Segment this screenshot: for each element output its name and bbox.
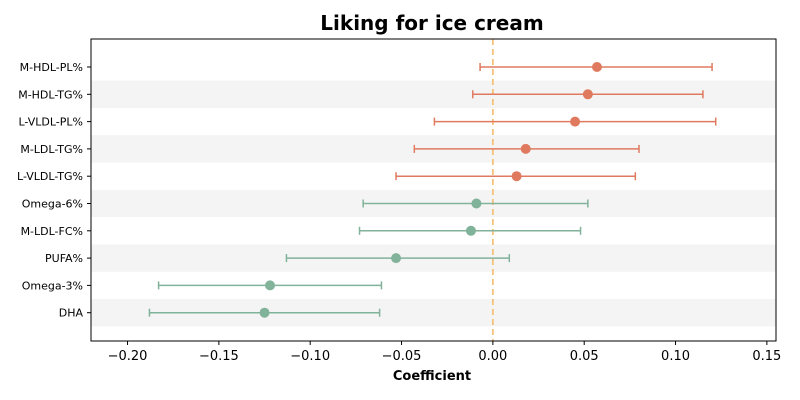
estimate-point xyxy=(465,225,476,236)
x-tick-label: 0.15 xyxy=(752,349,781,364)
x-tick-label: −0.10 xyxy=(290,349,330,364)
estimate-point xyxy=(582,89,593,100)
y-tick-label: L-VLDL-PL% xyxy=(18,116,83,129)
x-tick-label: −0.05 xyxy=(382,349,422,364)
x-tick-label: 0.05 xyxy=(570,349,599,364)
estimate-point xyxy=(471,198,482,209)
y-tick-label: M-HDL-TG% xyxy=(18,88,83,101)
plot-frame xyxy=(90,38,777,342)
estimate-point xyxy=(391,253,402,264)
x-tick-label: 0.00 xyxy=(478,349,507,364)
estimate-point xyxy=(520,143,531,154)
y-tick-label: M-LDL-FC% xyxy=(21,225,83,238)
x-tick-label: −0.20 xyxy=(108,349,148,364)
x-tick-label: −0.15 xyxy=(199,349,239,364)
y-tick-label: DHA xyxy=(59,307,84,320)
y-tick-label: L-VLDL-TG% xyxy=(17,170,83,183)
estimate-point xyxy=(265,280,276,291)
y-tick-label: Omega-6% xyxy=(22,198,83,211)
x-axis: −0.20 −0.15 −0.10 −0.05 0.00 0.05 0.10 0.15 xyxy=(108,341,781,364)
y-tick-labels: M-HDL-PL% M-HDL-TG% L-VLDL-PL% M-LDL-TG% L-V… xyxy=(17,61,91,320)
estimate-point xyxy=(259,307,270,318)
x-tick-label: 0.10 xyxy=(661,349,690,364)
chart-title: Liking for ice cream xyxy=(320,11,543,35)
x-axis-label: Coefficient xyxy=(393,369,471,384)
estimate-point xyxy=(591,62,602,72)
error-bars xyxy=(148,62,717,318)
y-tick-label: M-HDL-PL% xyxy=(20,61,83,74)
y-tick-label: Omega-3% xyxy=(22,279,83,292)
estimate-point xyxy=(511,171,522,182)
y-tick-label: M-LDL-TG% xyxy=(20,143,83,156)
estimate-point xyxy=(570,116,581,127)
y-tick-label: PUFA% xyxy=(45,252,83,265)
